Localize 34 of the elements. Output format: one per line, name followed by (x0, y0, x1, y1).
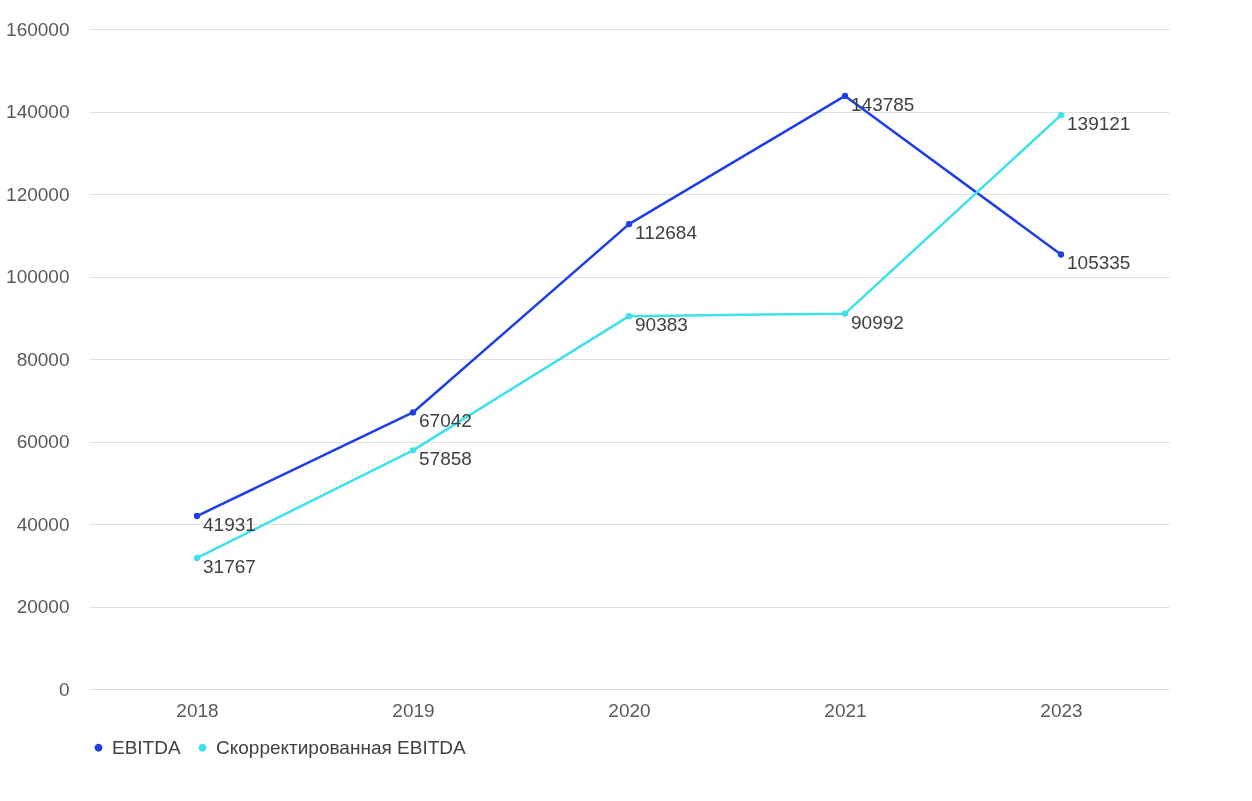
y-tick-label: 120000 (6, 183, 70, 205)
data-label: 31767 (203, 555, 256, 577)
data-label: 112684 (635, 222, 698, 244)
data-label: 41931 (203, 514, 256, 536)
data-label: 90992 (851, 311, 904, 333)
y-tick-label: 60000 (16, 431, 70, 452)
point (409, 409, 417, 416)
y-tick-label: 40000 (16, 513, 70, 535)
y-tick-label: 20000 (16, 596, 70, 617)
x-tick-label: 2020 (608, 699, 651, 721)
data-label: 90383 (635, 314, 688, 336)
legend-label: EBITDA (112, 736, 181, 758)
y-tick-label: 80000 (16, 348, 70, 370)
point (193, 512, 201, 520)
point (409, 447, 417, 454)
legend-label: Скорректированная EBITDA (216, 736, 467, 758)
y-tick-label: 0 (58, 678, 70, 700)
y-tick-label: 160000 (6, 18, 70, 40)
x-tick-label: 2018 (176, 699, 219, 721)
point (841, 92, 849, 100)
point (841, 310, 849, 317)
x-tick-label: 2019 (392, 699, 435, 721)
data-label: 105335 (1067, 252, 1131, 274)
y-tick-label: 100000 (6, 266, 70, 287)
y-tick-label: 140000 (6, 101, 70, 122)
x-tick-label: 2021 (824, 699, 867, 721)
point (1057, 111, 1065, 119)
point (193, 554, 201, 562)
x-tick-label: 2023 (1040, 699, 1083, 721)
point (1057, 251, 1065, 258)
point (625, 221, 633, 228)
point (625, 313, 633, 320)
data-label: 139121 (1067, 113, 1131, 135)
data-label: 57858 (419, 448, 472, 470)
